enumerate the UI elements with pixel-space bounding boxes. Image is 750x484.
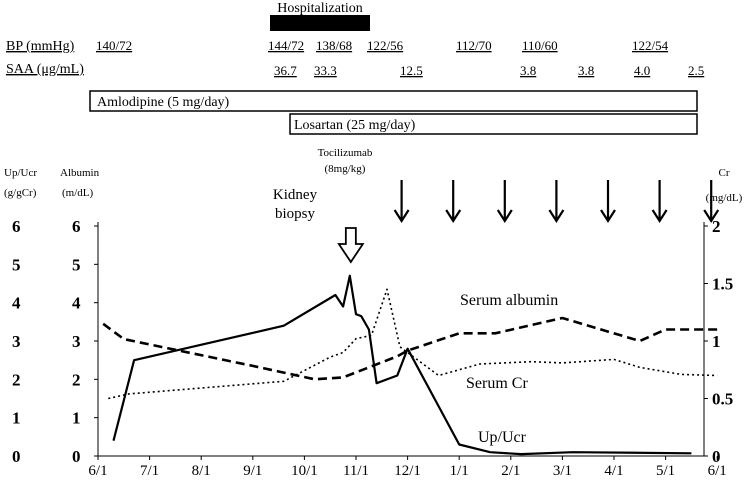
tocilizumab-dose-arrow [496,180,513,224]
series-serum-cr [108,288,718,400]
x-tick-label: 4/1 [604,463,623,479]
x-tick-label: 9/1 [243,463,262,479]
y-left-outer-tick-label: 2 [12,370,21,389]
y-left-outer-tick-label: 5 [12,255,21,274]
series-up-ucr [112,274,692,456]
y-left-outer-tick-label: 6 [12,217,21,236]
y-left-inner-label: (m/dL) [62,187,93,199]
saa-value: 4.0 [634,63,650,78]
losartan-label: Losartan (25 mg/day) [294,118,416,133]
y-left-outer-tick-label: 4 [12,294,21,313]
x-tick-label: 6/1 [708,463,727,479]
y-right-label: Cr [719,167,730,179]
saa-value: 2.5 [688,63,704,78]
hospitalization-label: Hospitalization [277,1,363,16]
y-right-tick-label: 0.5 [712,390,733,409]
losartan-box [289,113,698,135]
series-layer [102,274,718,456]
arrow-layer [337,180,720,264]
bp-value: 140/72 [96,38,132,53]
bp-value: 110/60 [522,38,558,53]
x-tick-label: 8/1 [192,463,211,479]
y-left-inner-tick-label: 2 [72,370,81,389]
y-left-outer-label: (g/gCr) [4,187,37,199]
x-tick-label: 5/1 [656,463,675,479]
hospitalization-bar [270,15,370,31]
y-left-inner-tick-label: 4 [72,294,81,313]
y-left-inner-tick-label: 0 [72,447,81,466]
biopsy-label: biopsy [275,206,316,222]
saa-value: 3.8 [520,63,536,78]
bp-value: 112/70 [456,38,492,53]
series-label-serum-albumin: Serum albumin [460,292,558,309]
x-tick-label: 1/1 [450,463,469,479]
y-left-inner-tick-label: 5 [72,255,81,274]
bp-value: 122/54 [632,38,669,53]
y-right-label: (mg/dL) [706,192,743,204]
saa-value: 33.3 [314,63,337,78]
y-right-tick-label: 0 [712,447,721,466]
y-right-tick-label: 1.5 [712,275,733,294]
x-tick-label: 10/1 [291,463,318,479]
x-tick-label: 6/1 [88,463,107,479]
tocilizumab-label: Tocilizumab [318,147,373,159]
tocilizumab-dose-label: (8mg/kg) [325,163,366,175]
y-right-tick-label: 1 [712,332,721,351]
bp-value: 138/68 [316,38,352,53]
tocilizumab-dose-arrow [393,180,410,224]
y-left-inner-tick-label: 1 [72,409,81,428]
saa-value: 12.5 [400,63,423,78]
y-right-tick-label: 2 [712,217,721,236]
y-left-inner-tick-label: 6 [72,217,81,236]
x-tick-label: 2/1 [501,463,520,479]
y-left-outer-label: Up/Ucr [4,167,37,179]
y-left-outer-tick-label: 1 [12,409,21,428]
tocilizumab-dose-arrow [548,180,565,224]
saa-value: 3.8 [578,63,594,78]
saa-value: 36.7 [274,63,297,78]
amlodipine-label: Amlodipine (5 mg/day) [97,95,230,110]
bp-label: BP (mmHg) [6,39,75,54]
x-tick-label: 3/1 [553,463,572,479]
tocilizumab-dose-arrow [703,180,720,224]
x-tick-label: 11/1 [343,463,369,479]
kidney-biopsy-arrow [337,227,365,264]
series-serum-albumin [102,316,718,381]
series-label-up-ucr: Up/Ucr [478,429,527,446]
tocilizumab-dose-arrow [651,180,668,224]
bp-value: 144/72 [268,38,304,53]
axes-layer: 0 0 1 1 2 2 3 3 4 4 5 5 6 6 0 0.5 1 1.5 2 6/1 7/1 8/1 9/1 10/1 1… [12,217,733,479]
x-tick-label: 12/1 [394,463,421,479]
y-left-inner-tick-label: 3 [72,332,81,351]
saa-label: SAA (μg/mL) [6,62,84,77]
x-tick-label: 7/1 [140,463,159,479]
series-label-serum-cr: Serum Cr [466,375,528,392]
tocilizumab-dose-arrow [445,180,462,224]
tocilizumab-dose-arrow [600,180,616,224]
y-left-outer-tick-label: 3 [12,332,21,351]
bp-value: 122/56 [367,38,404,53]
y-left-inner-label: Albumin [60,167,100,179]
y-left-outer-tick-label: 0 [12,447,21,466]
biopsy-label: Kidney [273,187,318,203]
amlodipine-box [89,90,698,112]
